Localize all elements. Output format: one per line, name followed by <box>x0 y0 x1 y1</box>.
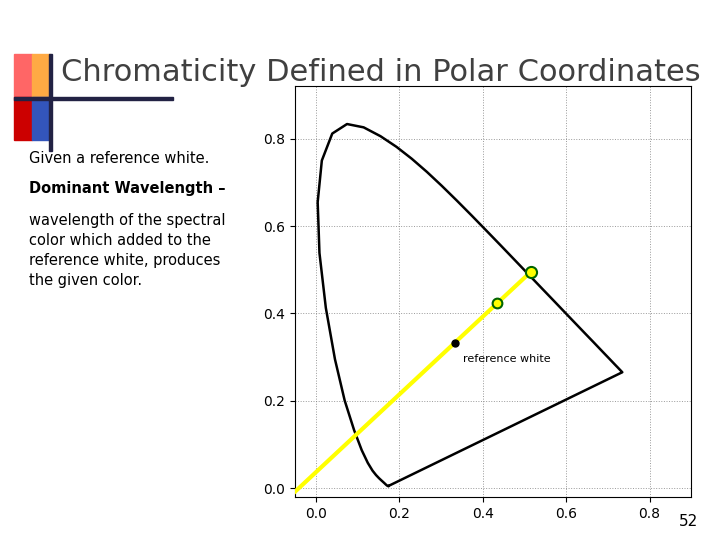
Bar <box>49 54 52 151</box>
Text: Given a reference white.: Given a reference white. <box>29 151 210 166</box>
Bar <box>14 97 173 100</box>
Text: wavelength of the spectral
color which added to the
reference white, produces
th: wavelength of the spectral color which a… <box>29 213 225 288</box>
Bar <box>14 97 32 140</box>
Bar <box>32 97 50 140</box>
Text: 52: 52 <box>679 514 698 529</box>
Text: reference white: reference white <box>463 354 551 363</box>
Text: Dominant Wavelength –: Dominant Wavelength – <box>29 181 225 196</box>
Text: Chromaticity Defined in Polar Coordinates: Chromaticity Defined in Polar Coordinate… <box>61 58 701 87</box>
Bar <box>32 54 50 97</box>
Bar <box>14 54 32 97</box>
